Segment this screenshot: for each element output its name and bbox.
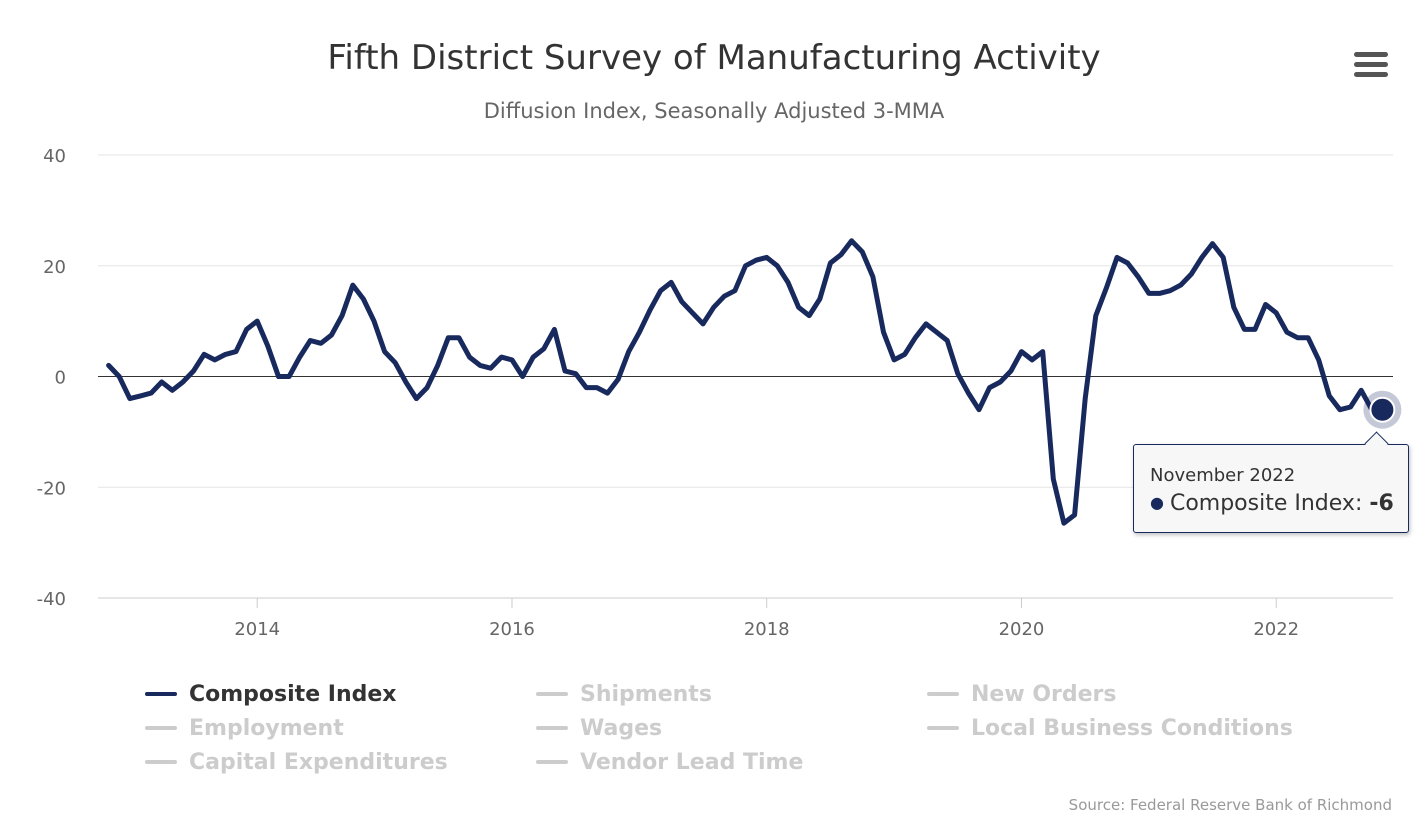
x-axis-tick-labels: 2014 2016 2018 2020 2022	[234, 598, 1299, 640]
legend-item-wages[interactable]: Wages	[536, 712, 662, 744]
x-tick-label: 2018	[744, 619, 790, 640]
legend-label: Composite Index	[189, 681, 397, 707]
tooltip-date: November 2022	[1150, 465, 1296, 486]
legend-item-local-business-conditions[interactable]: Local Business Conditions	[927, 712, 1293, 744]
tooltip-series-label: Composite Index:	[1169, 491, 1370, 516]
legend-item-capital-expenditures[interactable]: Capital Expenditures	[145, 746, 448, 778]
legend-swatch	[927, 692, 959, 696]
tooltip: November 2022 ● Composite Index: -6	[1133, 431, 1409, 533]
legend-swatch	[536, 760, 568, 764]
legend-swatch	[536, 726, 568, 730]
legend-item-new-orders[interactable]: New Orders	[927, 678, 1116, 710]
legend-item-employment[interactable]: Employment	[145, 712, 344, 744]
y-tick-label: 20	[43, 257, 66, 278]
y-tick-label: -20	[37, 478, 66, 499]
series-dot-icon: ●	[1150, 493, 1164, 512]
hamburger-menu-icon[interactable]	[1350, 48, 1392, 84]
x-tick-label: 2022	[1253, 619, 1299, 640]
x-tick-label: 2016	[489, 619, 535, 640]
legend-swatch	[145, 692, 177, 696]
legend-label: Wages	[580, 715, 663, 741]
chart-title: Fifth District Survey of Manufacturing A…	[327, 38, 1100, 78]
chart-credit[interactable]: Source: Federal Reserve Bank of Richmond	[1069, 796, 1392, 814]
x-tick-label: 2020	[999, 619, 1045, 640]
legend-item-shipments[interactable]: Shipments	[536, 678, 712, 710]
legend-swatch	[927, 726, 959, 730]
y-axis-tick-labels: 40 20 0 -20 -40	[37, 146, 66, 610]
legend-label: Shipments	[580, 681, 712, 707]
y-tick-label: 40	[43, 146, 66, 167]
legend-label: Vendor Lead Time	[580, 749, 804, 775]
legend-label: Employment	[189, 715, 344, 741]
legend-item-composite-index[interactable]: Composite Index	[145, 678, 397, 710]
legend-label: Capital Expenditures	[189, 749, 448, 775]
y-tick-label: 0	[55, 368, 66, 389]
legend-swatch	[536, 692, 568, 696]
x-tick-label: 2014	[234, 619, 280, 640]
legend-label: New Orders	[971, 681, 1117, 707]
legend-label: Local Business Conditions	[971, 715, 1293, 741]
hovered-data-point	[1369, 396, 1396, 423]
legend-item-vendor-lead-time[interactable]: Vendor Lead Time	[536, 746, 803, 778]
legend-swatch	[145, 760, 177, 764]
y-tick-label: -40	[37, 589, 66, 610]
tooltip-series-line: ● Composite Index: -6	[1150, 491, 1394, 516]
tooltip-value: -6	[1369, 491, 1394, 516]
legend-swatch	[145, 726, 177, 730]
plot-area	[106, 238, 1402, 526]
series-line-composite-index	[106, 238, 1385, 526]
chart-subtitle: Diffusion Index, Seasonally Adjusted 3-M…	[484, 99, 945, 123]
